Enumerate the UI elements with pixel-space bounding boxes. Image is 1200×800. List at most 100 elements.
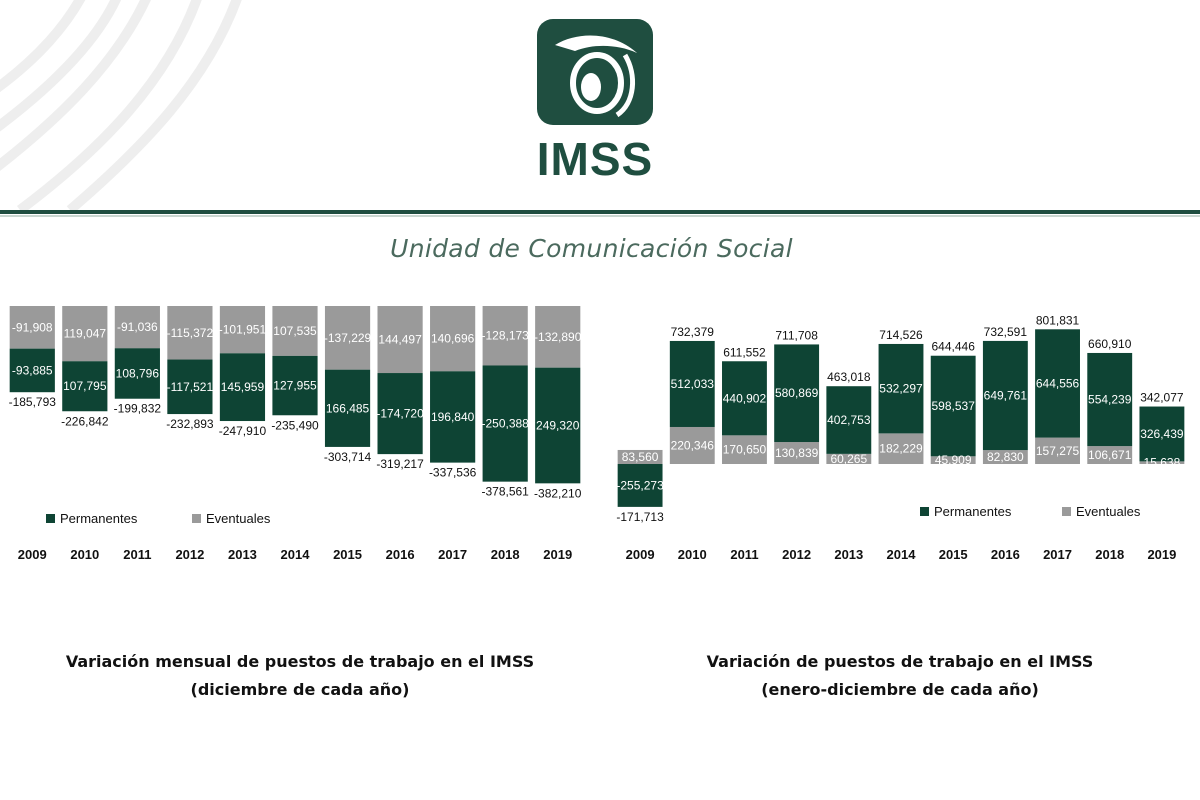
label-permanentes-2014: 532,297 (879, 382, 923, 396)
year-label-2014: 2014 (281, 547, 311, 562)
label-total-2016: -319,217 (376, 457, 424, 471)
bar-eventuales-2014 (878, 433, 924, 464)
label-permanentes-2016: 649,761 (984, 389, 1028, 403)
bar-permanentes-2018 (482, 365, 528, 482)
label-total-2014: -235,490 (271, 418, 319, 432)
bar-permanentes-2019 (1139, 406, 1185, 462)
label-total-2019: 342,077 (1140, 391, 1184, 405)
label-eventuales-2018: -128,173 (481, 329, 529, 343)
header-rule (0, 210, 1200, 214)
year-label-2016: 2016 (991, 547, 1020, 562)
year-label-2017: 2017 (1043, 547, 1072, 562)
label-permanentes-2019: 249,320 (536, 419, 580, 433)
bar-eventuales-2010 (669, 426, 715, 464)
label-permanentes-2016: -174,720 (376, 407, 424, 421)
bar-eventuales-2017 (430, 306, 476, 372)
legend-label-permanentes: Permanentes (60, 511, 138, 526)
label-permanentes-2015: 598,537 (931, 399, 975, 413)
bar-permanentes-2016 (982, 340, 1028, 451)
year-label-2018: 2018 (491, 547, 520, 562)
bar-permanentes-2014 (878, 343, 924, 434)
label-total-2016: 732,591 (984, 325, 1028, 339)
year-label-2012: 2012 (175, 547, 204, 562)
label-eventuales-2011: -91,036 (117, 320, 158, 334)
label-total-2010: -226,842 (61, 414, 109, 428)
label-permanentes-2017: 196,840 (431, 410, 475, 424)
label-permanentes-2018: -250,388 (481, 417, 529, 431)
year-label-2013: 2013 (228, 547, 257, 562)
year-label-2017: 2017 (438, 547, 467, 562)
label-permanentes-2009: -93,885 (12, 363, 53, 377)
bar-eventuales-2018 (1087, 446, 1133, 464)
label-permanentes-2012: -117,521 (167, 380, 214, 394)
label-eventuales-2010: 119,047 (64, 327, 107, 341)
label-permanentes-2018: 554,239 (1088, 393, 1132, 407)
bar-permanentes-2012 (774, 344, 820, 443)
legend-label-eventuales: Eventuales (206, 511, 271, 526)
caption-annual: Variación de puestos de trabajo en el IM… (620, 648, 1180, 704)
label-permanentes-2010: 107,795 (63, 379, 107, 393)
label-eventuales-2009: -91,908 (12, 320, 53, 334)
logo-text: IMSS (537, 133, 653, 185)
watermark-pattern (0, 0, 242, 210)
label-eventuales-2010: 220,346 (671, 438, 715, 452)
bar-permanentes-2014 (272, 355, 318, 416)
label-eventuales-2012: 130,839 (775, 446, 819, 460)
bar-eventuales-2018 (482, 306, 528, 366)
label-total-2013: 463,018 (827, 370, 871, 384)
label-permanentes-2011: 108,796 (116, 366, 160, 380)
bar-permanentes-2018 (1087, 352, 1133, 447)
bar-permanentes-2012 (167, 359, 213, 415)
label-permanentes-2009: -255,273 (616, 478, 664, 492)
label-total-2017: -337,536 (429, 466, 477, 480)
label-total-2015: -303,714 (324, 450, 372, 464)
year-label-2010: 2010 (70, 547, 99, 562)
caption-annual-line1: Variación de puestos de trabajo en el IM… (706, 652, 1094, 671)
label-permanentes-2010: 512,033 (671, 377, 715, 391)
year-label-2014: 2014 (887, 547, 917, 562)
label-total-2015: 644,446 (931, 340, 975, 354)
legend-label-eventuales: Eventuales (1076, 504, 1141, 519)
label-permanentes-2014: 127,955 (273, 379, 317, 393)
bar-permanentes-2013 (826, 386, 872, 454)
legend-swatch-eventuales (1062, 507, 1071, 516)
label-permanentes-2019: 326,439 (1140, 427, 1184, 441)
bar-eventuales-2011 (114, 306, 160, 349)
year-label-2012: 2012 (782, 547, 811, 562)
year-label-2015: 2015 (333, 547, 362, 562)
bar-eventuales-2011 (722, 435, 767, 464)
bar-permanentes-2011 (722, 361, 767, 436)
legend-swatch-permanentes (920, 507, 929, 516)
label-total-2019: -382,210 (534, 486, 582, 500)
year-label-2011: 2011 (123, 547, 151, 562)
bar-eventuales-2016 (377, 306, 423, 374)
label-eventuales-2019: 15,638 (1144, 456, 1181, 470)
year-label-2015: 2015 (939, 547, 968, 562)
bar-eventuales-2015 (930, 456, 976, 464)
year-label-2011: 2011 (730, 547, 758, 562)
label-total-2014: 714,526 (879, 328, 923, 342)
bar-eventuales-2012 (774, 442, 820, 464)
label-permanentes-2013: 145,959 (221, 380, 265, 394)
label-eventuales-2016: 82,830 (987, 450, 1024, 464)
label-permanentes-2017: 644,556 (1036, 376, 1080, 390)
header-rule-light (0, 215, 1200, 217)
page-subtitle: Unidad de Comunicación Social (390, 234, 793, 263)
label-total-2018: 660,910 (1088, 337, 1132, 351)
bar-eventuales-2010 (62, 306, 108, 362)
bar-eventuales-2013 (826, 453, 872, 464)
bar-permanentes-2013 (219, 353, 266, 422)
label-permanentes-2013: 402,753 (827, 413, 871, 427)
bar-permanentes-2009 (9, 348, 55, 393)
year-label-2009: 2009 (18, 547, 47, 562)
bar-eventuales-2017 (1035, 437, 1080, 464)
bar-permanentes-2015 (930, 355, 976, 457)
bar-eventuales-2019 (1139, 461, 1185, 464)
bar-permanentes-2019 (535, 367, 581, 484)
label-total-2009: -185,793 (9, 395, 57, 409)
label-eventuales-2014: 182,229 (879, 442, 923, 456)
label-eventuales-2015: 45,909 (935, 453, 972, 467)
bar-eventuales-2013 (219, 306, 266, 354)
bar-permanentes-2010 (669, 340, 715, 427)
label-eventuales-2009: 83,560 (622, 450, 659, 464)
